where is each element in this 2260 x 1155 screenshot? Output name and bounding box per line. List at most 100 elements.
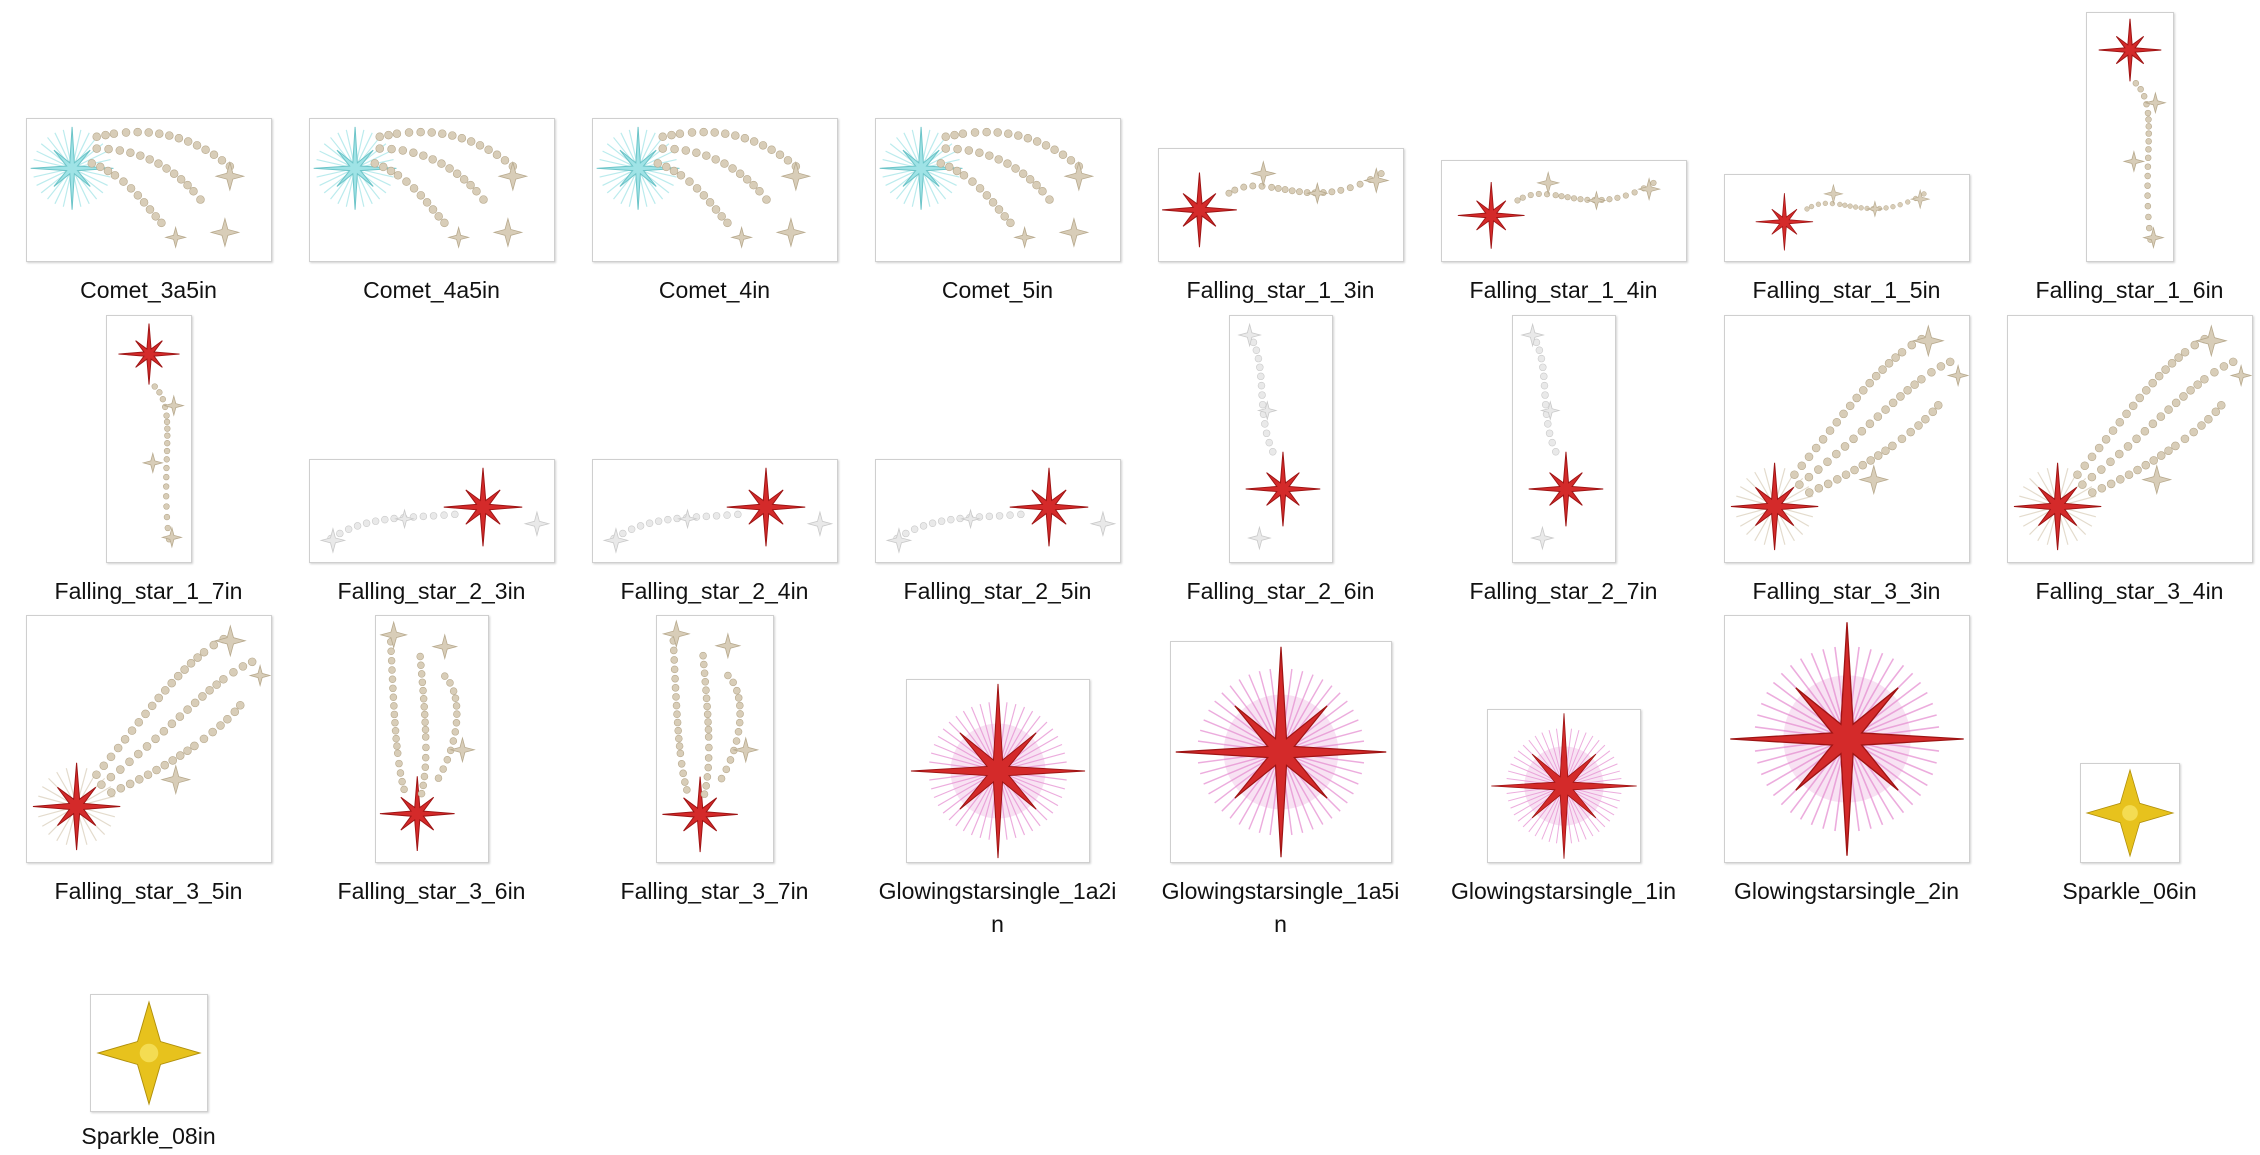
file-tile[interactable]: Falling_star_2_4in [573, 315, 856, 608]
design-artwork [1755, 183, 1930, 251]
bead-trail [91, 634, 228, 779]
file-name: Falling_star_2_7in [1469, 578, 1658, 604]
file-tile[interactable]: Glowingstarsingle_1in [1422, 615, 1705, 908]
beige-sparkle [1305, 181, 1329, 205]
file-tile[interactable]: Glowingstarsingle_1a2in [856, 615, 1139, 941]
file-tile[interactable]: Falling_star_2_6in [1139, 315, 1422, 608]
glowing-star-thumbnail [905, 679, 1090, 863]
file-tile[interactable]: Comet_3a5in [7, 10, 290, 307]
beige-sparkle [729, 225, 753, 249]
file-tile[interactable]: Falling_star_3_7in [573, 615, 856, 908]
white-sparkle [885, 527, 912, 554]
beige-sparkle [1909, 188, 1930, 210]
glowing-star-thumbnail [1486, 709, 1641, 863]
sparkle-center [2121, 805, 2138, 821]
design-artwork [885, 467, 1116, 554]
file-name: Falling_star_3_5in [54, 878, 243, 904]
bead-trail [1528, 331, 1559, 456]
red-star [2013, 462, 2101, 551]
comet-thumbnail [25, 118, 272, 262]
cyan-star [313, 126, 397, 210]
beige-sparkle [1058, 217, 1089, 248]
file-tile[interactable]: Falling_star_3_3in [1705, 315, 1988, 608]
beige-sparkle [248, 664, 271, 687]
red-star [1457, 182, 1525, 249]
file-tile[interactable]: Falling_star_3_5in [7, 615, 290, 908]
design-artwork [1161, 160, 1390, 248]
file-tile[interactable]: Falling_star_1_7in [7, 315, 290, 608]
red-star [1175, 646, 1386, 858]
design-artwork [32, 624, 271, 851]
white-sparkle [523, 510, 550, 538]
file-tile[interactable]: Falling_star_3_6in [290, 615, 573, 908]
file-tile[interactable]: Falling_star_1_6in [1988, 10, 2260, 307]
beige-sparkle [1249, 160, 1277, 187]
file-tile[interactable]: Falling_star_2_5in [856, 315, 1139, 608]
falling-star-thumbnail [1511, 315, 1616, 563]
white-sparkle [1246, 525, 1272, 551]
design-artwork [910, 683, 1085, 859]
bead-trail [717, 671, 744, 783]
white-sparkle [1256, 400, 1278, 421]
beige-sparkle [2140, 464, 2172, 496]
file-name: Falling_star_1_3in [1186, 277, 1375, 303]
red-star [1161, 172, 1237, 248]
beige-sparkle [1636, 177, 1661, 201]
bead-trail [91, 144, 205, 204]
bead-trail [2132, 80, 2154, 243]
beige-sparkle [2141, 226, 2165, 249]
beige-sparkle [1063, 160, 1094, 192]
file-tile[interactable]: Glowingstarsingle_1a5in [1139, 615, 1422, 941]
bead-trail [1513, 179, 1657, 204]
design-artwork [879, 126, 1094, 249]
beige-sparkle [497, 160, 528, 192]
falling-star-thumbnail [1228, 315, 1333, 563]
file-name: Falling_star_2_6in [1186, 578, 1375, 604]
beige-sparkle [163, 225, 187, 249]
bead-trail [1245, 331, 1276, 456]
white-sparkle [1519, 322, 1545, 348]
red-star [443, 467, 522, 547]
beige-sparkle [1946, 364, 1969, 387]
beige-sparkle [213, 624, 247, 658]
white-sparkle [1539, 400, 1561, 421]
bead-trail [2087, 401, 2226, 497]
file-tile[interactable]: Falling_star_1_5in [1705, 10, 1988, 307]
file-tile[interactable]: Falling_star_1_4in [1422, 10, 1705, 307]
bead-trail [936, 159, 1015, 228]
bead-trail [91, 127, 234, 171]
file-tile[interactable]: Falling_star_1_3in [1139, 10, 1422, 307]
file-tile[interactable]: Glowingstarsingle_2in [1705, 615, 1988, 908]
file-tile[interactable]: Comet_4a5in [290, 10, 573, 307]
white-sparkle [676, 508, 698, 530]
file-tile[interactable]: Comet_4in [573, 10, 856, 307]
file-name: Falling_star_1_4in [1469, 277, 1658, 303]
file-tile[interactable]: Falling_star_2_3in [290, 315, 573, 608]
white-sparkle [806, 510, 833, 538]
design-artwork [1236, 322, 1320, 551]
file-name: Glowingstarsingle_1a2in [878, 878, 1117, 937]
falling-star-thumbnail [1157, 148, 1404, 262]
beige-sparkle [162, 394, 185, 417]
falling-star-thumbnail [25, 615, 272, 863]
file-name: Glowingstarsingle_2in [1733, 878, 1959, 904]
file-tile[interactable]: Sparkle_08in [7, 940, 290, 1153]
file-tile[interactable]: Falling_star_2_7in [1422, 315, 1705, 608]
comet-thumbnail [308, 118, 555, 262]
design-artwork [319, 467, 550, 554]
file-tile[interactable]: Sparkle_06in [1988, 615, 2260, 908]
beige-sparkle [1535, 171, 1560, 195]
beige-sparkle [2143, 91, 2167, 115]
white-sparkle [1236, 322, 1262, 348]
red-star [661, 776, 738, 853]
file-tile[interactable]: Comet_5in [856, 10, 1139, 307]
falling-star-thumbnail [105, 315, 192, 563]
cyan-star [596, 126, 680, 210]
red-star [1729, 622, 1964, 856]
beige-sparkle [1911, 324, 1945, 358]
file-tile[interactable]: Falling_star_3_4in [1988, 315, 2260, 608]
beige-sparkle [780, 160, 811, 192]
sparkle-thumbnail [2079, 763, 2180, 863]
beige-sparkle [2229, 364, 2252, 387]
bead-trail [609, 510, 742, 543]
